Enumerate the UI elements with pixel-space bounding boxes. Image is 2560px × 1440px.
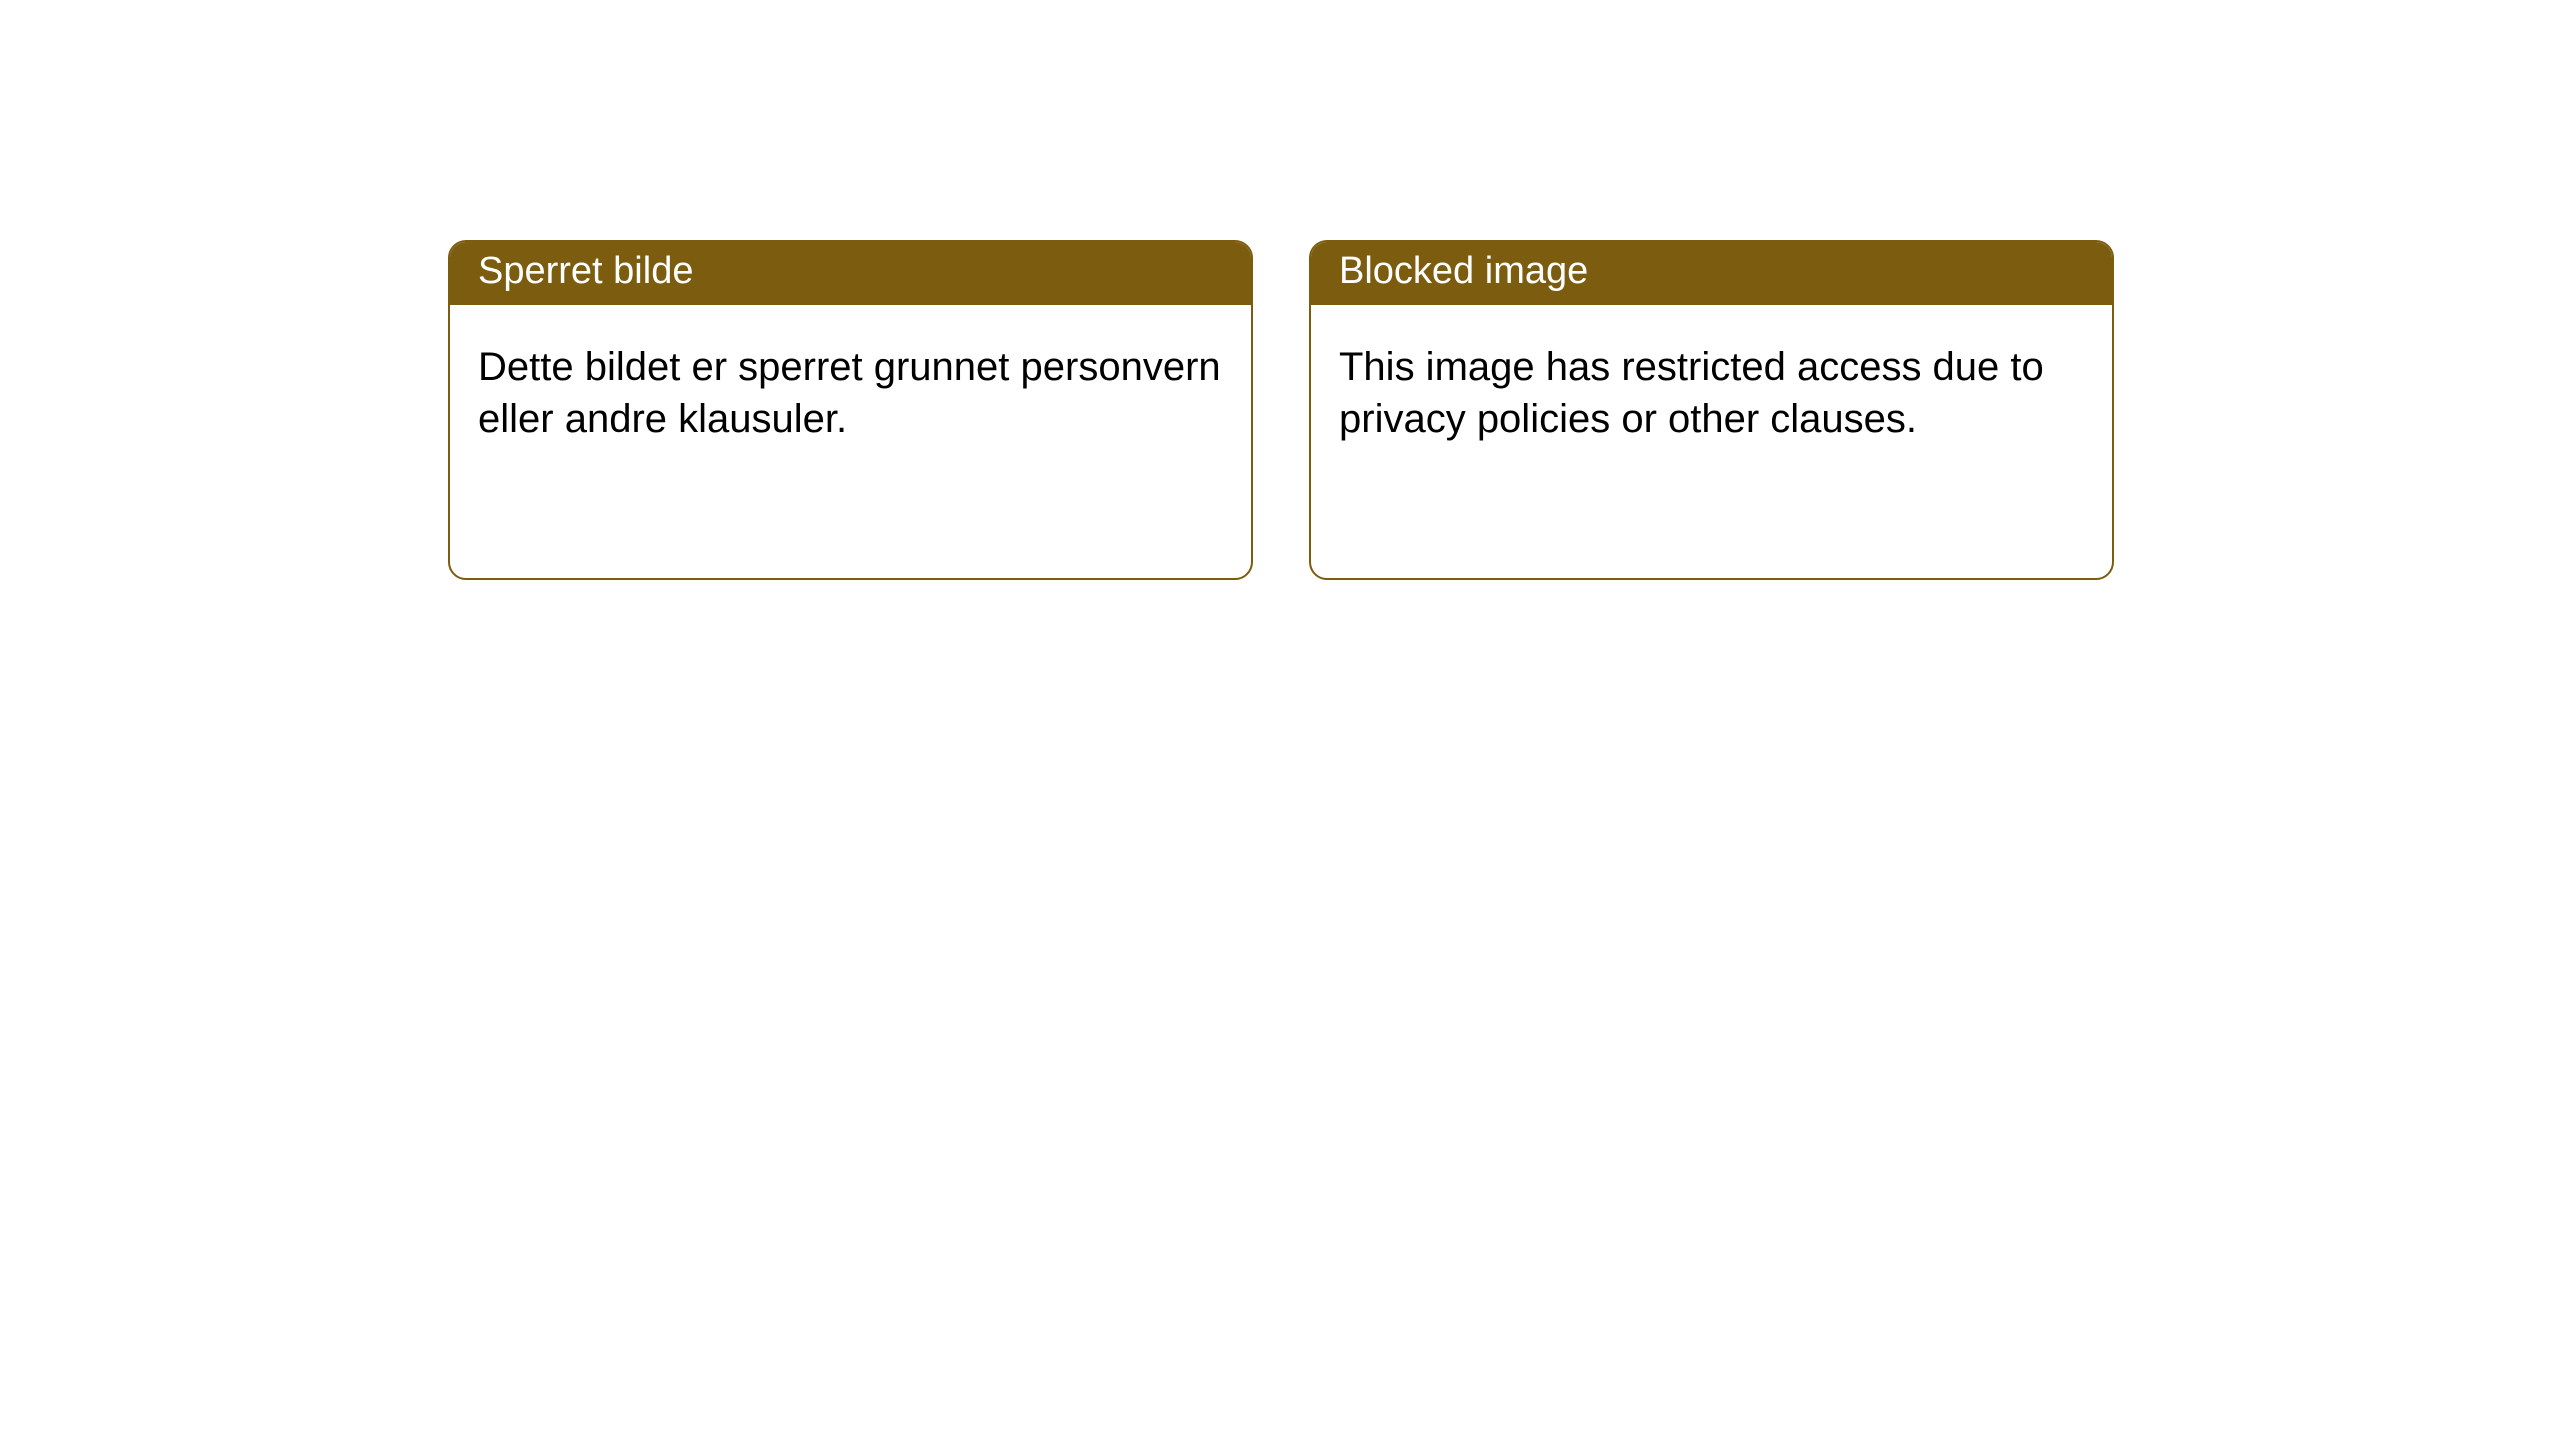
notice-body-en: This image has restricted access due to … <box>1311 305 2112 473</box>
notice-card-en: Blocked image This image has restricted … <box>1309 240 2114 580</box>
notice-card-no: Sperret bilde Dette bildet er sperret gr… <box>448 240 1253 580</box>
blocked-image-notices: Sperret bilde Dette bildet er sperret gr… <box>0 0 2560 580</box>
notice-title-no: Sperret bilde <box>450 242 1251 305</box>
notice-title-en: Blocked image <box>1311 242 2112 305</box>
notice-body-no: Dette bildet er sperret grunnet personve… <box>450 305 1251 473</box>
